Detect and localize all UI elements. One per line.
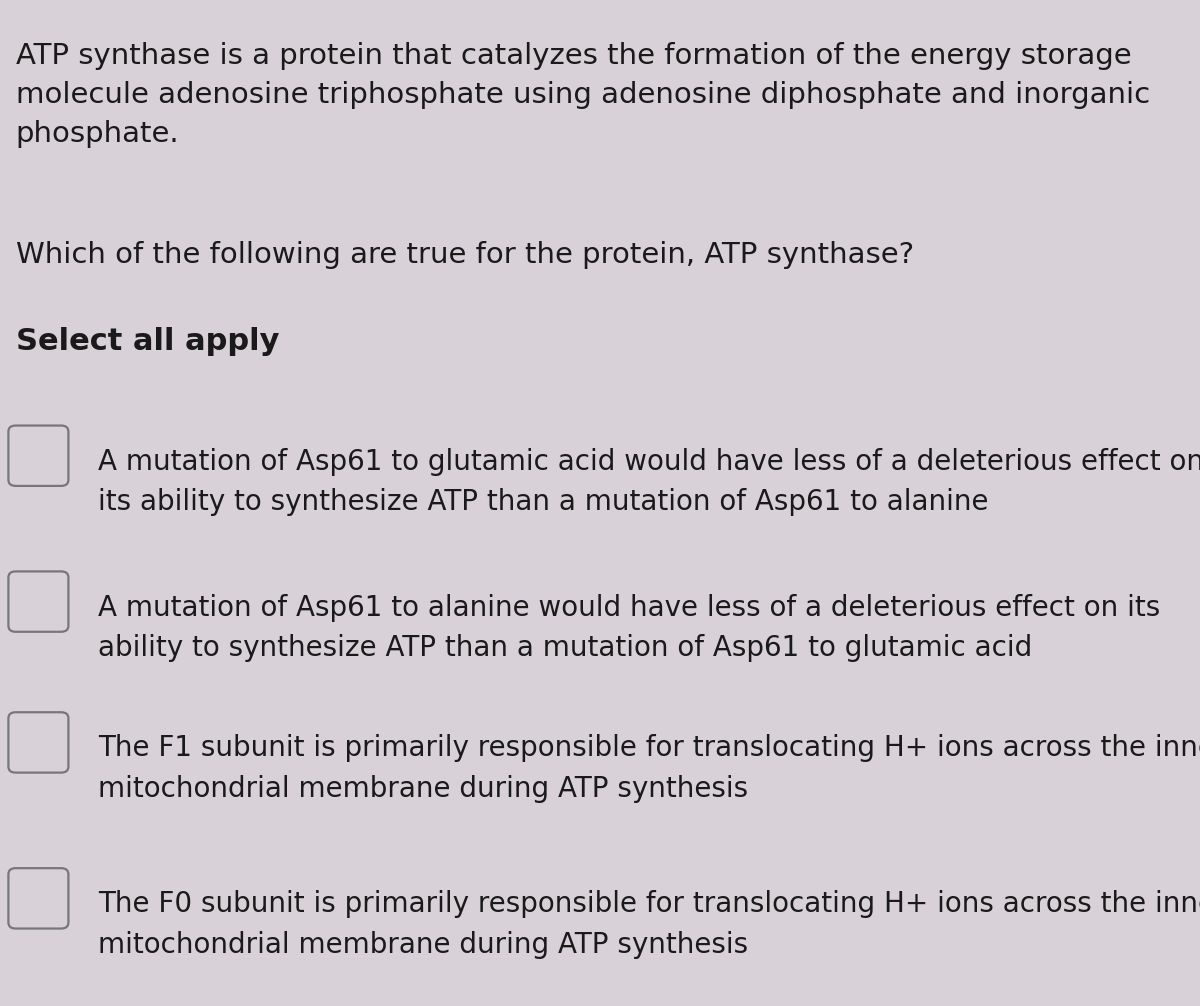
Text: Which of the following are true for the protein, ATP synthase?: Which of the following are true for the … [16, 241, 913, 270]
FancyBboxPatch shape [8, 868, 68, 929]
FancyBboxPatch shape [8, 426, 68, 486]
Text: The F0 subunit is primarily responsible for translocating H+ ions across the inn: The F0 subunit is primarily responsible … [98, 890, 1200, 959]
Text: ATP synthase is a protein that catalyzes the formation of the energy storage
mol: ATP synthase is a protein that catalyzes… [16, 42, 1150, 148]
FancyBboxPatch shape [8, 712, 68, 773]
FancyBboxPatch shape [8, 571, 68, 632]
Text: The F1 subunit is primarily responsible for translocating H+ ions across the inn: The F1 subunit is primarily responsible … [98, 734, 1200, 803]
Text: Select all apply: Select all apply [16, 327, 280, 356]
Text: A mutation of Asp61 to alanine would have less of a deleterious effect on its
ab: A mutation of Asp61 to alanine would hav… [98, 594, 1160, 662]
Text: A mutation of Asp61 to glutamic acid would have less of a deleterious effect on
: A mutation of Asp61 to glutamic acid wou… [98, 448, 1200, 516]
